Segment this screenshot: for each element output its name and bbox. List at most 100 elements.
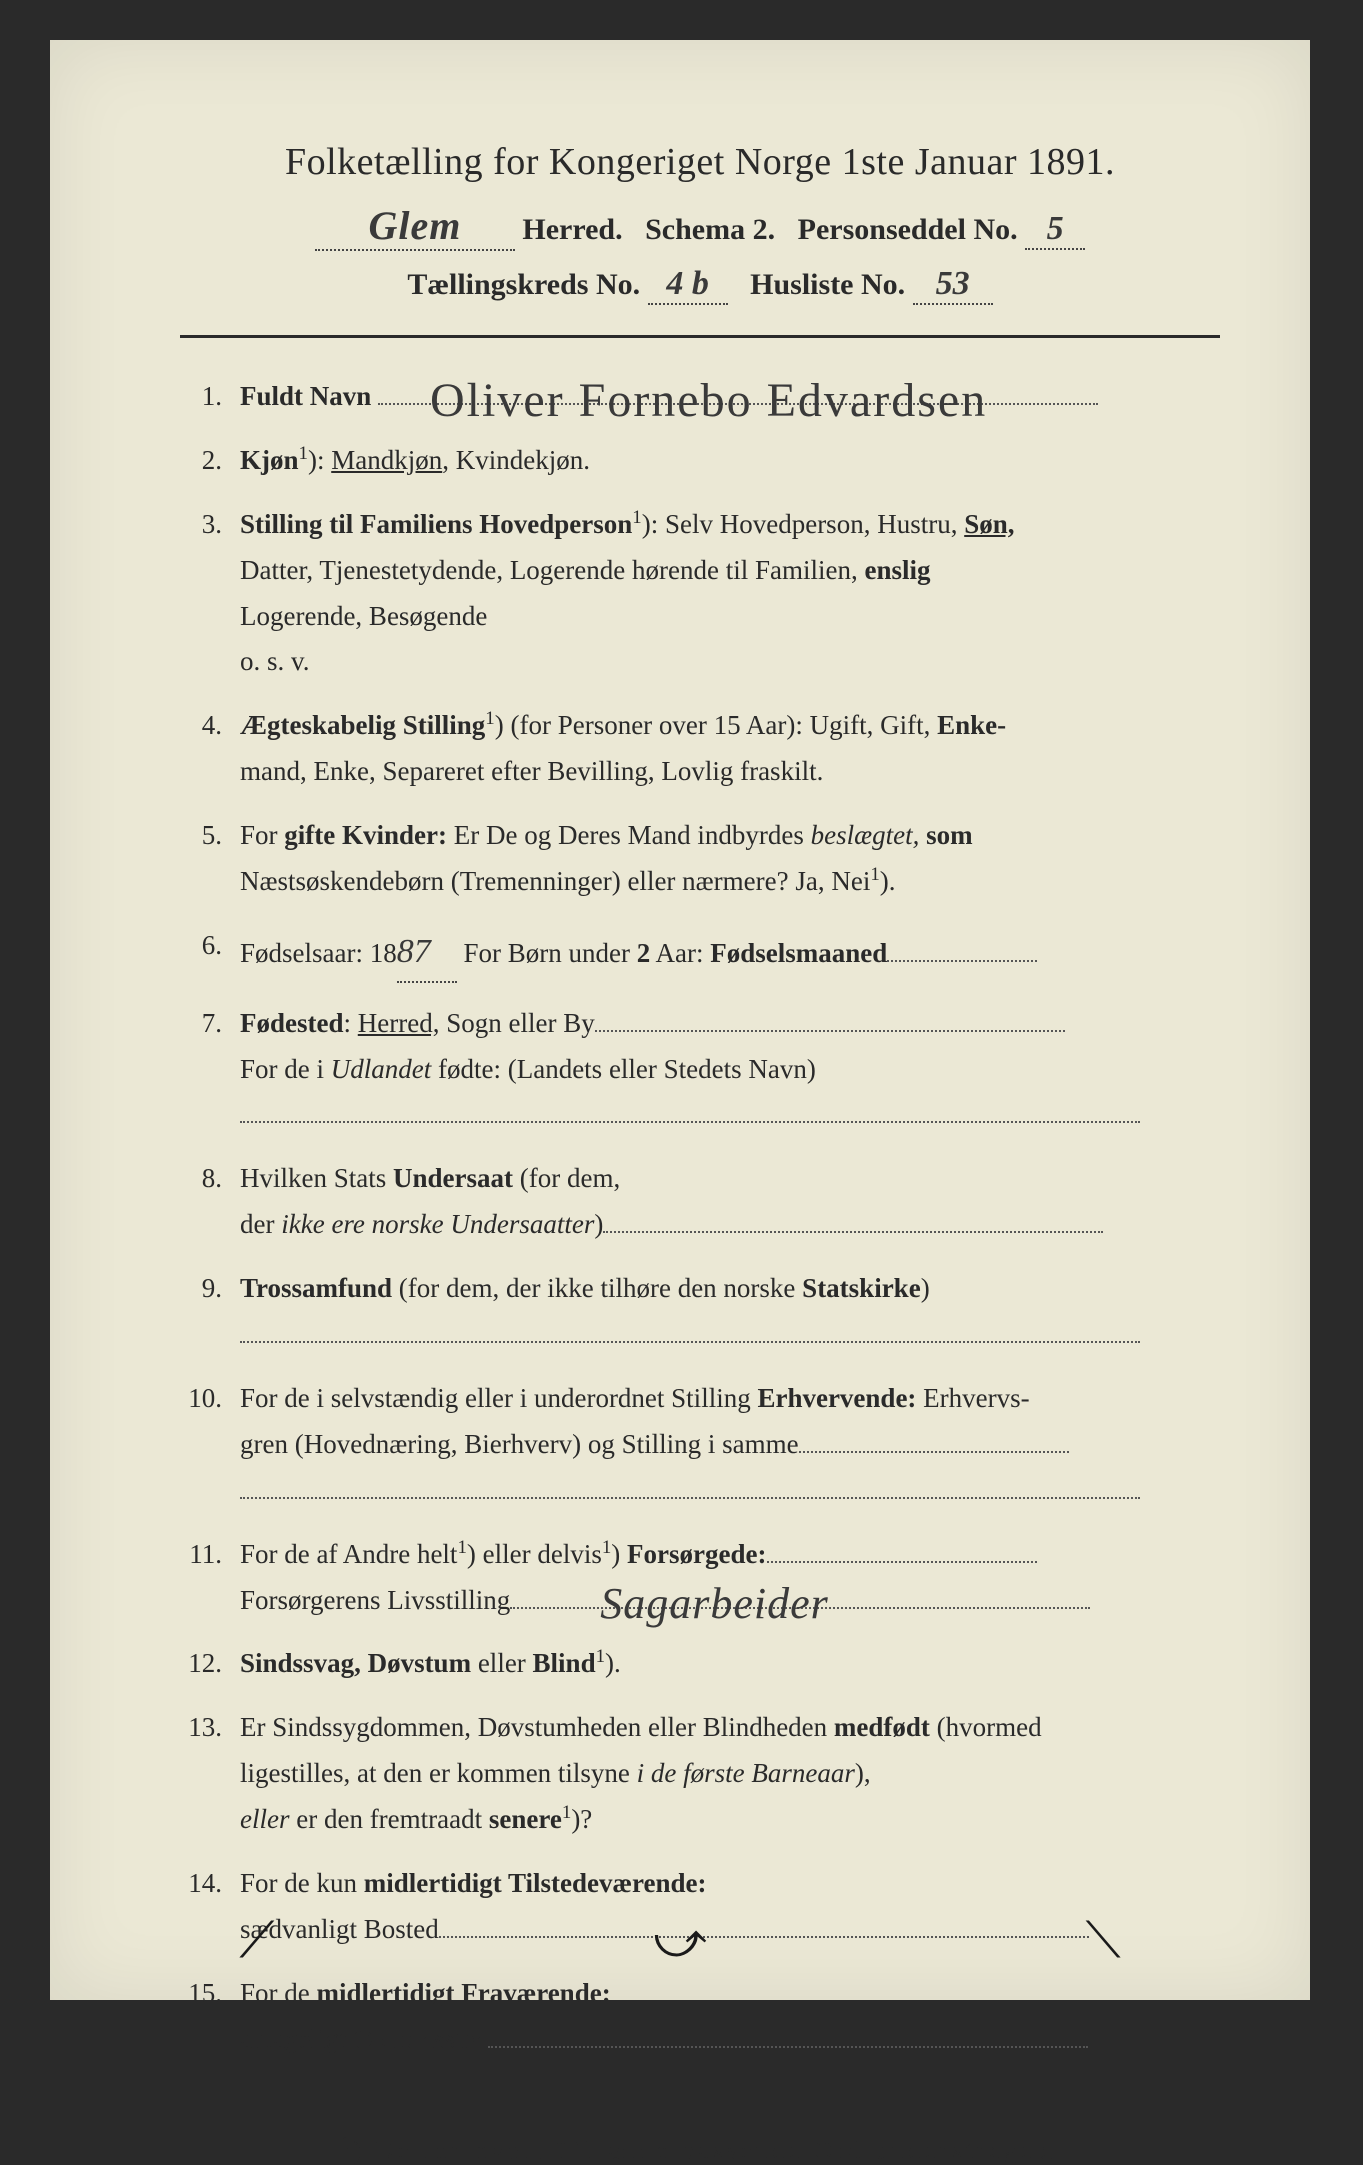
dotfill bbox=[799, 1451, 1069, 1453]
schema-label: Schema 2. bbox=[645, 213, 775, 246]
b2: Blind bbox=[533, 1648, 596, 1678]
personseddel-handwritten: 5 bbox=[1047, 210, 1064, 247]
l2i: i de første Barneaar bbox=[637, 1758, 855, 1788]
item-num: 14. bbox=[180, 1861, 240, 1907]
item-10: 10. For de i selvstændig eller i underor… bbox=[180, 1376, 1220, 1514]
t1: Er Sindssygdommen, Døvstumheden eller Bl… bbox=[240, 1712, 834, 1742]
husliste-field: 53 bbox=[913, 265, 993, 305]
item-4: 4. Ægteskabelig Stilling1) (for Personer… bbox=[180, 703, 1220, 795]
dotfill bbox=[488, 2046, 1088, 2048]
t2: ). bbox=[605, 1648, 621, 1678]
footnote-text: ) De for hvert Tilfælde passende Ord und… bbox=[353, 2137, 1060, 2164]
item-body: For de i selvstændig eller i underordnet… bbox=[240, 1376, 1220, 1514]
mark-icon: ⟋ bbox=[239, 1911, 274, 1970]
l2b: ) bbox=[594, 1209, 603, 1239]
l2b: ), bbox=[855, 1758, 871, 1788]
item-5: 5. For gifte Kvinder: Er De og Deres Man… bbox=[180, 813, 1220, 905]
l2i: ikke ere norske Undersaatter bbox=[281, 1209, 594, 1239]
label-kjon: Kjøn bbox=[240, 445, 299, 475]
personseddel-label: Personseddel No. bbox=[798, 213, 1018, 246]
b1: midlertidigt Tilstedeværende: bbox=[364, 1868, 707, 1898]
label-aegteskab: Ægteskabelig Stilling bbox=[240, 710, 485, 740]
b1: Undersaat bbox=[393, 1163, 513, 1193]
header-line-3: Tællingskreds No. 4 b Husliste No. 53 bbox=[180, 265, 1220, 305]
t1: : bbox=[344, 1008, 358, 1038]
item-num: 6. bbox=[180, 923, 240, 969]
item-num: 15. bbox=[180, 1971, 240, 2017]
sup1: 1 bbox=[457, 1537, 466, 1558]
dotfill bbox=[603, 1231, 1103, 1233]
husliste-handwritten: 53 bbox=[936, 265, 970, 302]
l3b: senere bbox=[489, 1804, 562, 1834]
text: ): Selv Hovedperson, Hustru, bbox=[642, 509, 964, 539]
item-body: For de midlertidigt Fraværende: antageli… bbox=[240, 1971, 1220, 2063]
taellingskreds-handwritten: 4 b bbox=[666, 265, 709, 302]
line3: Logerende, Besøgende bbox=[240, 601, 487, 631]
binding-marks: ⟋ ⤻ ⟍ bbox=[50, 1911, 1310, 1970]
line4: o. s. v. bbox=[240, 646, 310, 676]
personseddel-field: 5 bbox=[1025, 210, 1085, 250]
line2: Datter, Tjenestetydende, Logerende høren… bbox=[240, 555, 864, 585]
item-num: 4. bbox=[180, 703, 240, 749]
item-body: Trossamfund (for dem, der ikke tilhøre d… bbox=[240, 1266, 1220, 1358]
item-body: Hvilken Stats Undersaat (for dem, der ik… bbox=[240, 1156, 1220, 1248]
l2: gren (Hovednæring, Bierhverv) og Stillin… bbox=[240, 1429, 799, 1459]
t1: For de bbox=[240, 1978, 317, 2008]
item-num: 8. bbox=[180, 1156, 240, 1202]
i1: beslægtet, bbox=[811, 820, 920, 850]
item-body: Fødselsaar: 1887 For Børn under 2 Aar: F… bbox=[240, 923, 1220, 983]
sup: 1 bbox=[870, 864, 879, 885]
t1: eller bbox=[471, 1648, 532, 1678]
item-num: 13. bbox=[180, 1705, 240, 1751]
l3c: )? bbox=[571, 1804, 592, 1834]
item-12: 12. Sindssvag, Døvstum eller Blind1). bbox=[180, 1641, 1220, 1687]
t1: Hvilken Stats bbox=[240, 1163, 393, 1193]
label-stilling: Stilling til Familiens Hovedperson bbox=[240, 509, 632, 539]
b1: medfødt bbox=[834, 1712, 930, 1742]
item-num: 5. bbox=[180, 813, 240, 859]
t2: (for dem, bbox=[513, 1163, 620, 1193]
header-divider bbox=[180, 335, 1220, 338]
item-9: 9. Trossamfund (for dem, der ikke tilhør… bbox=[180, 1266, 1220, 1358]
dotfill2 bbox=[240, 1497, 1140, 1499]
item-body: Fødested: Herred, Sogn eller By For de i… bbox=[240, 1001, 1220, 1139]
t2: For Børn under bbox=[457, 938, 637, 968]
t2: (hvormed bbox=[930, 1712, 1042, 1742]
line2: Næstsøskendebørn (Tremenninger) eller næ… bbox=[240, 866, 870, 896]
item-body: For gifte Kvinder: Er De og Deres Mand i… bbox=[240, 813, 1220, 905]
b1: midlertidigt Fraværende: bbox=[317, 1978, 611, 2008]
item-num: 2. bbox=[180, 438, 240, 484]
footnote-sup: 1 bbox=[340, 2133, 353, 2153]
t1: For de af Andre helt bbox=[240, 1539, 457, 1569]
form-title: Folketælling for Kongeriget Norge 1ste J… bbox=[180, 140, 1220, 184]
year-handwritten: 87 bbox=[397, 933, 431, 970]
dotfill bbox=[767, 1561, 1037, 1563]
item-num: 3. bbox=[180, 502, 240, 548]
item-body: For de af Andre helt1) eller delvis1) Fo… bbox=[240, 1532, 1220, 1624]
opt-son: Søn, bbox=[964, 509, 1014, 539]
end: ). bbox=[880, 866, 896, 896]
t1: For bbox=[240, 820, 284, 850]
b1: Erhvervende: bbox=[757, 1383, 916, 1413]
b1: gifte Kvinder: bbox=[284, 820, 447, 850]
item-body: Kjøn1): Mandkjøn, Kvindekjøn. bbox=[240, 438, 1220, 484]
t2: Sogn eller By bbox=[439, 1008, 594, 1038]
mark-icon: ⟍ bbox=[1086, 1911, 1121, 1970]
sup: 1 bbox=[562, 1802, 571, 1823]
t2: Erhvervs- bbox=[916, 1383, 1029, 1413]
b1: Sindssvag, Døvstum bbox=[240, 1648, 471, 1678]
label-fuldt-navn: Fuldt Navn bbox=[240, 381, 371, 411]
und-herred: Herred, bbox=[358, 1008, 440, 1038]
l2: antageligt Opholdssted bbox=[240, 2024, 488, 2054]
b2: Fødselsmaaned bbox=[710, 938, 887, 968]
t1: For de kun bbox=[240, 1868, 364, 1898]
item-7: 7. Fødested: Herred, Sogn eller By For d… bbox=[180, 1001, 1220, 1139]
taellingskreds-field: 4 b bbox=[648, 265, 728, 305]
item-2: 2. Kjøn1): Mandkjøn, Kvindekjøn. bbox=[180, 438, 1220, 484]
taellingskreds-label: Tællingskreds No. bbox=[407, 268, 640, 301]
text: ): bbox=[308, 445, 331, 475]
t1: Fødselsaar: 18 bbox=[240, 938, 397, 968]
livsstilling-handwritten: Sagarbeider bbox=[600, 1567, 829, 1642]
item-body: Sindssvag, Døvstum eller Blind1). bbox=[240, 1641, 1220, 1687]
item-body: Stilling til Familiens Hovedperson1): Se… bbox=[240, 502, 1220, 686]
